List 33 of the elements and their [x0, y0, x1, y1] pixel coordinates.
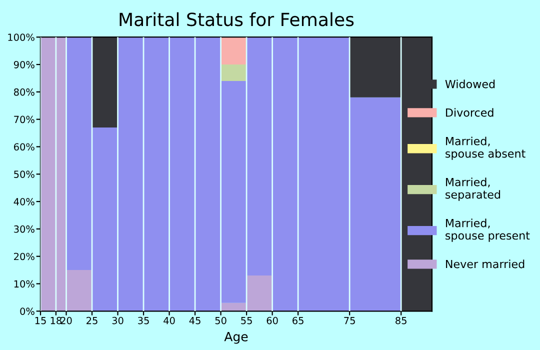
x-tick-label: 35 [138, 316, 149, 324]
x-tick-label: 60 [266, 316, 278, 324]
y-tick-label: 60% [14, 143, 34, 151]
x-tick-label: 25 [86, 316, 98, 324]
legend-label: Divorced [446, 108, 494, 117]
x-axis-title: Age [224, 332, 248, 344]
y-tick-label: 100% [8, 34, 34, 41]
x-tick-label: 65 [292, 316, 304, 324]
x-tick-label: 30 [112, 316, 124, 324]
y-tick-label: 90% [14, 60, 34, 68]
y-tick-label: 40% [14, 198, 34, 206]
y-tick-label: 70% [14, 116, 34, 124]
legend-label: Widowed [445, 80, 495, 88]
legend-label: Married, spouse present [446, 218, 530, 242]
y-tick-label: 80% [14, 88, 34, 96]
x-tick-label: 75 [344, 317, 355, 324]
chart-title: Marital Status for Females [120, 12, 354, 26]
x-tick-label: 18 [50, 316, 62, 324]
y-tick-label: 10% [14, 280, 34, 288]
x-tick-label: 85 [396, 316, 406, 324]
x-tick-label: 50 [215, 316, 226, 324]
x-tick-label: 20 [60, 316, 72, 324]
x-tick-label: 40 [164, 316, 175, 324]
x-tick-label: 45 [189, 317, 200, 324]
legend-label: Married, separated [446, 178, 500, 201]
x-tick-label: 15 [35, 317, 46, 324]
y-tick-label: 0% [20, 308, 34, 315]
y-tick-label: 50% [14, 170, 34, 178]
legend-label: Married, spouse absent [446, 136, 526, 160]
y-tick-label: 30% [14, 225, 34, 233]
y-tick-label: 20% [14, 252, 34, 260]
legend-label: Never married [446, 260, 524, 268]
x-tick-label: 55 [241, 317, 252, 324]
